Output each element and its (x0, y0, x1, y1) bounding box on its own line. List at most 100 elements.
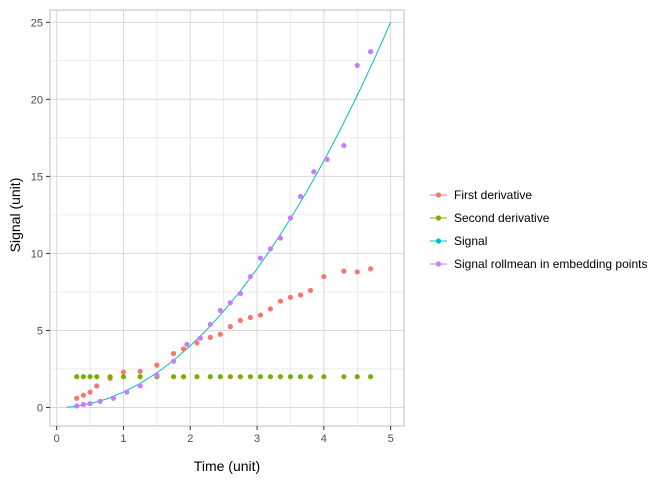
signal-rollmean-in-embedding-points-point (184, 341, 190, 347)
signal-rollmean-in-embedding-points-point (277, 235, 284, 241)
legend-key-point (435, 238, 442, 244)
second-derivative-point (180, 374, 187, 380)
legend: First derivative Second derivative Signal S… (430, 188, 647, 271)
x-tick-label: 4 (321, 433, 327, 445)
signal-rollmean-in-embedding-points-point (257, 255, 263, 261)
first-derivative-point (354, 269, 360, 275)
x-tick-label: 2 (187, 433, 193, 445)
signal-rollmean-in-embedding-points-point (80, 401, 86, 408)
first-derivative-point (227, 324, 233, 330)
signal-rollmean-in-embedding-points-point (341, 142, 347, 149)
y-tick-label: 0 (37, 403, 43, 415)
signal-rollmean-in-embedding-points-point (267, 246, 274, 252)
second-derivative-point (227, 374, 233, 380)
first-derivative-point (87, 389, 93, 395)
signal-rollmean-in-embedding-points-point (311, 169, 317, 175)
first-derivative-point (267, 306, 274, 312)
first-derivative-point (341, 268, 347, 274)
second-derivative-point (80, 374, 86, 380)
signal-rollmean-in-embedding-points-point (368, 49, 374, 55)
second-derivative-point (267, 374, 274, 380)
signal-rollmean-in-embedding-points-point (217, 307, 223, 314)
legend-key-point (435, 192, 442, 198)
second-derivative-point (247, 374, 253, 380)
signal-rollmean-in-embedding-points-point (74, 403, 80, 409)
signal-rollmean-in-embedding-points-point (324, 156, 330, 163)
plot-series (66, 22, 392, 409)
second-derivative-point (194, 374, 200, 380)
first-derivative-point (180, 346, 187, 352)
second-derivative-point (94, 374, 100, 380)
first-derivative-point (247, 314, 253, 320)
signal-rollmean-in-embedding-points-point (287, 215, 294, 221)
first-derivative-point (297, 292, 304, 298)
second-derivative-point (341, 374, 347, 380)
second-derivative-point (87, 374, 93, 380)
second-derivative-point (74, 374, 80, 380)
first-derivative-point (217, 331, 223, 337)
second-derivative-point (277, 374, 284, 380)
first-derivative-point (237, 317, 243, 324)
first-derivative-point (287, 294, 294, 300)
first-derivative-point (307, 287, 314, 294)
y-axis-title: Signal (unit) (7, 178, 23, 253)
axis-ticks: 0 1 2 3 4 5 0 5 10 15 20 25 (31, 17, 394, 445)
second-derivative-point (237, 374, 243, 380)
signal-rollmean-in-embedding-points-point (124, 389, 130, 395)
y-tick-label: 20 (31, 94, 43, 106)
plot-grid (50, 10, 404, 426)
plot-border (49, 9, 405, 427)
first-derivative-point (257, 312, 263, 318)
legend-label: Signal (454, 234, 487, 248)
signal-rollmean-in-embedding-points-point (237, 290, 243, 297)
signal-rollmean-in-embedding-points-point (197, 335, 203, 341)
second-derivative-point (257, 374, 263, 380)
second-derivative-point (170, 374, 177, 380)
first-derivative-point (170, 350, 177, 357)
first-derivative-point (94, 383, 100, 389)
first-derivative-point (154, 362, 160, 368)
y-tick-label: 25 (31, 17, 43, 29)
second-derivative-point (297, 374, 304, 380)
legend-key-first-derivative (430, 192, 447, 198)
legend-key-second-derivative (430, 215, 447, 221)
second-derivative-point (120, 374, 127, 380)
second-derivative-point (368, 374, 374, 380)
signal-rollmean-in-embedding-points-point (247, 273, 253, 280)
x-tick-label: 3 (254, 433, 260, 445)
signal-rollmean-in-embedding-points-point (297, 193, 304, 200)
second-derivative-point (287, 374, 294, 380)
second-derivative-point (321, 374, 327, 380)
second-derivative-point (207, 374, 213, 380)
y-tick-label: 10 (31, 248, 43, 260)
second-derivative-point (217, 374, 223, 380)
signal-rollmean-in-embedding-points-point (137, 383, 143, 389)
signal-rollmean-in-embedding-points-point (170, 358, 177, 364)
legend-key-signal-rollmean-in-embedding-points (430, 261, 447, 267)
first-derivative-point (74, 395, 80, 401)
signal-rollmean-in-embedding-points-point (207, 321, 213, 327)
y-tick-label: 15 (31, 171, 43, 183)
legend-label: Second derivative (454, 211, 550, 225)
first-derivative-point (321, 273, 327, 280)
x-tick-label: 1 (120, 433, 126, 445)
legend-label: First derivative (454, 188, 532, 202)
second-derivative-point (307, 374, 314, 380)
x-tick-label: 0 (54, 433, 60, 445)
first-derivative-point (368, 266, 374, 272)
x-tick-label: 5 (388, 433, 394, 445)
second-derivative-point (354, 374, 360, 380)
signal-rollmean-in-embedding-points-point (227, 300, 233, 306)
first-derivative-point (207, 334, 213, 341)
legend-label: Signal rollmean in embedding points (454, 257, 647, 271)
legend-key-signal (430, 238, 447, 244)
legend-key-point (435, 261, 442, 267)
signal-rollmean-in-embedding-points-point (97, 398, 103, 404)
second-derivative-point (137, 374, 143, 380)
y-tick-label: 5 (37, 325, 43, 337)
first-derivative-point (80, 392, 86, 398)
first-derivative-point (137, 368, 143, 374)
signal-rollmean-in-embedding-points-point (87, 401, 93, 407)
first-derivative-point (194, 340, 200, 346)
